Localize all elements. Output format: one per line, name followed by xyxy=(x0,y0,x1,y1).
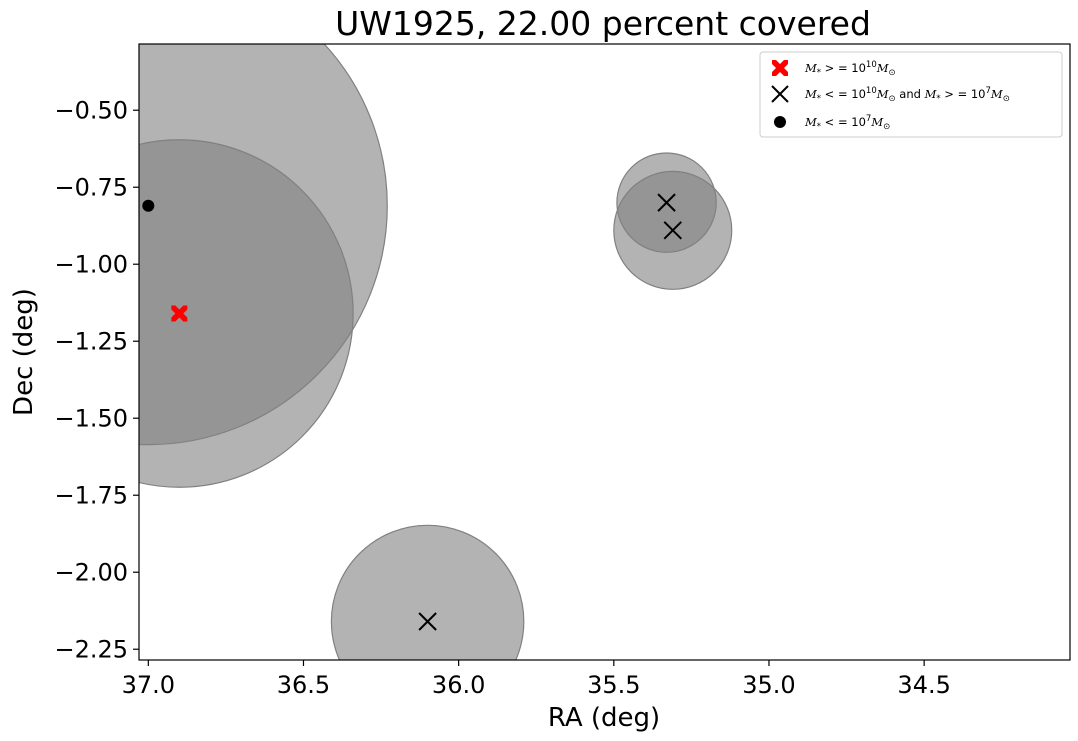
data-point-series2-0 xyxy=(142,199,155,212)
y-tick-label: −1.00 xyxy=(54,251,128,279)
data-markers xyxy=(142,193,682,631)
legend: M* > = 1010M⊙ M* < = 1010M⊙ and M* > = 1… xyxy=(759,51,1063,138)
y-tick-label: −1.50 xyxy=(54,405,128,433)
x-axis-label: RA (deg) xyxy=(548,703,660,733)
y-tick-label: −0.50 xyxy=(54,97,128,125)
y-axis-label: Dec (deg) xyxy=(9,288,39,416)
legend-red-filled-x-marker xyxy=(772,60,788,76)
y-tick-label: −1.75 xyxy=(54,482,128,510)
y-tick-label: −2.25 xyxy=(54,636,128,664)
data-point-series1-0 xyxy=(657,193,676,212)
legend-label-high-mass: M* > = 1010M⊙ xyxy=(804,60,896,78)
y-tick-label: −0.75 xyxy=(54,174,128,202)
legend-black-dot-marker xyxy=(774,116,786,128)
coverage-circle-1 xyxy=(139,44,388,446)
data-point-series1-1 xyxy=(663,221,682,240)
plot-frame xyxy=(138,43,1071,661)
x-tick-label: 36.0 xyxy=(432,671,485,699)
x-tick-label: 35.5 xyxy=(587,671,640,699)
x-tick-label: 36.5 xyxy=(277,671,330,699)
legend-label-low-mass: M* < = 107M⊙ xyxy=(804,114,890,132)
coverage-circle-4 xyxy=(330,524,525,660)
x-tick-label: 37.0 xyxy=(122,671,175,699)
data-point-series0-0 xyxy=(171,305,188,322)
x-tick-label: 34.5 xyxy=(897,671,950,699)
legend-box xyxy=(759,51,1063,138)
y-tick-label: −1.25 xyxy=(54,328,128,356)
x-axis-ticks: 37.0 36.5 36.0 35.5 35.0 34.5 xyxy=(122,660,951,699)
y-tick-label: −2.00 xyxy=(54,559,128,587)
chart-title: UW1925, 22.00 percent covered xyxy=(335,4,871,43)
x-tick-label: 35.0 xyxy=(742,671,795,699)
legend-label-mid-mass: M* < = 1010M⊙ and M* > = 107M⊙ xyxy=(804,86,1010,104)
legend-black-x-marker xyxy=(771,85,789,103)
y-axis-ticks: −0.50 −0.75 −1.00 −1.25 −1.50 −1.75 −2.00 −2.25 xyxy=(54,97,139,664)
data-point-series1-2 xyxy=(418,612,437,631)
